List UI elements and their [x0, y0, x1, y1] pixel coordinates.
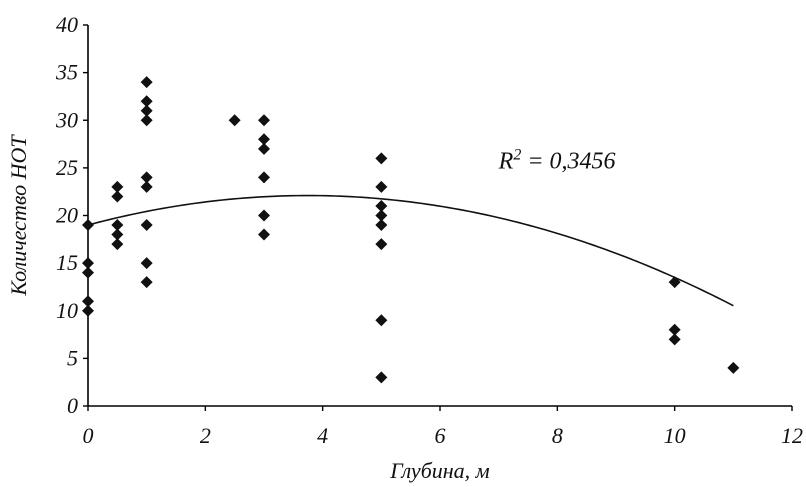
data-point	[82, 219, 94, 232]
data-point	[140, 180, 153, 193]
data-point	[375, 199, 388, 212]
data-point	[140, 257, 153, 270]
data-point	[140, 171, 153, 184]
y-tick-label: 30	[55, 107, 78, 132]
data-point	[140, 219, 153, 232]
x-axis-title: Глубина, м	[389, 458, 489, 483]
data-point	[668, 323, 681, 336]
y-tick-label: 40	[56, 12, 78, 37]
data-point	[228, 114, 241, 127]
data-point	[375, 219, 388, 232]
y-tick-label: 20	[56, 203, 78, 228]
y-tick-label: 0	[67, 393, 78, 418]
data-points	[82, 76, 740, 384]
data-point	[258, 142, 270, 155]
data-point	[140, 76, 153, 89]
data-point	[111, 180, 124, 193]
data-point	[668, 333, 681, 346]
data-point	[258, 133, 270, 146]
y-tick-label: 25	[56, 155, 78, 180]
data-point	[111, 228, 124, 241]
data-point	[375, 238, 388, 251]
axes: 0 5 10 15 20 25 30 35 40 0 2 4 6 8 10 12	[55, 12, 803, 448]
data-point	[258, 114, 270, 127]
data-point	[258, 228, 270, 241]
x-tick-label: 0	[83, 423, 94, 448]
x-tick-label: 12	[781, 423, 803, 448]
data-point	[140, 95, 153, 108]
data-point	[375, 209, 388, 222]
data-point	[375, 314, 388, 327]
data-point	[111, 219, 124, 232]
r-squared-value: = 0,3456	[521, 148, 615, 174]
data-point	[82, 295, 94, 308]
r-squared-exponent: 2	[513, 146, 521, 163]
x-tick-label: 2	[200, 423, 211, 448]
x-tick-label: 10	[664, 423, 686, 448]
y-tick-label: 35	[55, 60, 78, 85]
data-point	[258, 171, 270, 184]
y-tick-label: 10	[56, 298, 78, 323]
data-point	[82, 257, 94, 270]
data-point	[82, 304, 94, 317]
data-point	[668, 276, 681, 289]
data-point	[111, 238, 124, 251]
x-tick-label: 4	[317, 423, 328, 448]
polynomial-trendline	[87, 194, 734, 307]
y-tick-label: 15	[56, 250, 78, 275]
r-squared-annotation: R2 = 0,3456	[498, 146, 616, 174]
data-point	[111, 190, 124, 203]
data-point	[82, 266, 94, 279]
x-tick-label: 6	[435, 423, 446, 448]
data-point	[375, 371, 388, 384]
data-point	[140, 114, 153, 127]
trendline-layer	[87, 194, 734, 307]
data-point	[258, 209, 270, 222]
y-axis-title: Количество НОТ	[6, 134, 31, 297]
data-point	[140, 276, 153, 289]
r-squared-prefix: R	[498, 148, 514, 174]
data-point	[375, 180, 388, 193]
data-point	[727, 361, 740, 374]
data-point	[375, 152, 388, 165]
x-tick-label: 8	[552, 423, 563, 448]
y-tick-label: 5	[67, 345, 78, 370]
data-point	[140, 104, 153, 117]
